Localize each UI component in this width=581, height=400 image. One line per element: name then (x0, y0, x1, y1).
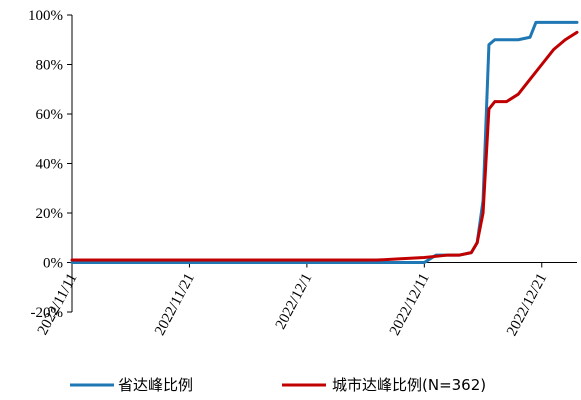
x-tick-label: 2022/12/11 (387, 271, 433, 338)
y-tick-label: -20% (31, 305, 64, 321)
series-line-2 (70, 30, 579, 262)
y-tick-label: 40% (36, 157, 64, 173)
x-tick-label: 2022/11/21 (152, 271, 198, 338)
x-tick-label: 2022/12/1 (273, 271, 316, 332)
y-tick-label: 80% (36, 58, 64, 74)
x-tick-label: 2022/12/21 (504, 271, 550, 339)
legend-label-2: 城市达峰比例(N=362) (332, 376, 486, 394)
series-line-1 (70, 20, 579, 264)
y-tick-label: 0% (43, 256, 63, 272)
chart-axes: -20%0%20%40%60%80%100%2022/11/11 2022/11/… (28, 8, 577, 339)
plot-area (70, 20, 579, 264)
y-tick-label: 60% (36, 107, 64, 123)
legend: 省达峰比例 城市达峰比例(N=362) (70, 376, 486, 394)
y-tick-label: 100% (28, 8, 63, 24)
legend-label-1: 省达峰比例 (118, 376, 193, 394)
y-tick-label: 20% (36, 206, 64, 222)
